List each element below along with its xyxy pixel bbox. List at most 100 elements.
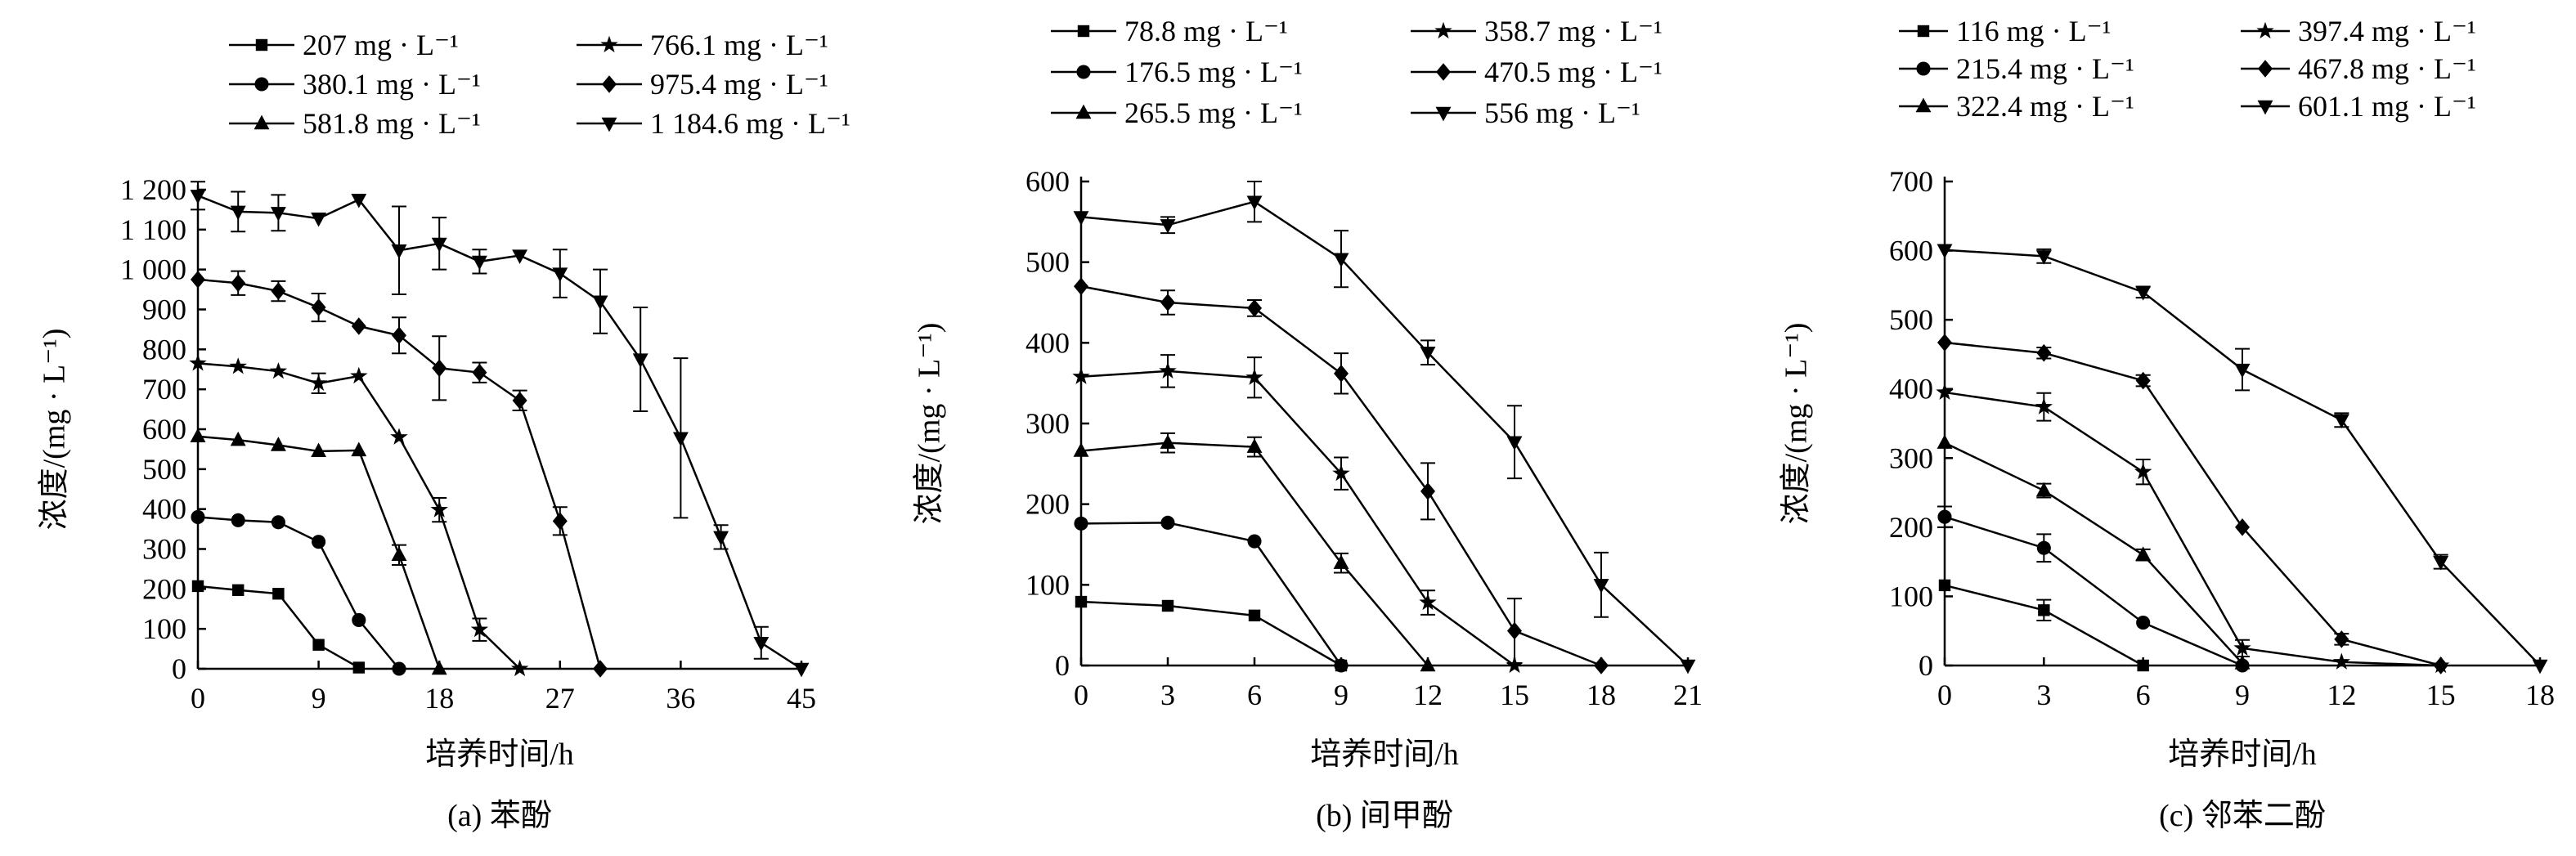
x-tick-label: 45 — [787, 682, 816, 715]
data-point — [510, 659, 529, 677]
legend-entry-2: 322.4 mg · L⁻¹ — [1899, 90, 2134, 123]
legend-marker — [601, 117, 617, 132]
data-point — [1246, 195, 1263, 211]
legend-label: 397.4 mg · L⁻¹ — [2298, 15, 2476, 47]
y-tick-label: 100 — [142, 612, 186, 645]
data-point — [1072, 367, 1090, 384]
x-tick-label: 6 — [1247, 679, 1262, 711]
legend-label: 581.8 mg · L⁻¹ — [303, 107, 481, 140]
data-point — [1419, 593, 1437, 611]
data-point — [2036, 343, 2052, 362]
y-tick-label: 1 000 — [120, 253, 186, 286]
data-point — [2333, 414, 2349, 429]
legend-label: 467.8 mg · L⁻¹ — [2298, 52, 2476, 85]
data-point — [552, 267, 568, 282]
x-tick-label: 9 — [1334, 679, 1349, 711]
data-point — [1160, 515, 1175, 530]
legend-label: 215.4 mg · L⁻¹ — [1956, 52, 2134, 85]
legend-marker — [1917, 25, 1930, 38]
legend-label: 207 mg · L⁻¹ — [303, 29, 459, 61]
x-tick-label: 27 — [545, 682, 575, 715]
data-point — [1506, 656, 1524, 674]
data-point — [1160, 434, 1176, 449]
y-tick-label: 600 — [142, 413, 186, 446]
x-tick-label: 12 — [2327, 679, 2356, 711]
data-point — [1334, 658, 1349, 673]
y-tick-label: 0 — [1919, 649, 1933, 682]
data-point — [512, 392, 527, 410]
y-tick-label: 500 — [142, 453, 186, 486]
y-tick-label: 700 — [142, 373, 186, 406]
data-point — [2433, 555, 2449, 571]
y-tick-label: 500 — [1025, 246, 1070, 279]
legend-entry-2: 581.8 mg · L⁻¹ — [229, 107, 481, 140]
data-point — [311, 212, 327, 227]
data-point — [1420, 657, 1436, 672]
y-tick-label: 200 — [142, 572, 186, 605]
legend-label: 358.7 mg · L⁻¹ — [1484, 15, 1663, 47]
data-point — [1506, 436, 1523, 451]
y-tick-label: 200 — [1889, 511, 1933, 544]
y-axis-label: 浓度/(mg · L⁻¹) — [913, 323, 947, 525]
y-axis-label: 浓度/(mg · L⁻¹) — [38, 329, 72, 531]
legend-label: 556 mg · L⁻¹ — [1484, 96, 1640, 129]
data-point — [1937, 334, 1952, 352]
data-point — [271, 515, 285, 530]
data-point — [512, 249, 528, 264]
series-line — [1944, 391, 2441, 667]
x-tick-label: 0 — [191, 682, 205, 715]
legend-label: 1 184.6 mg · L⁻¹ — [650, 107, 850, 140]
series-0 — [1938, 579, 2149, 672]
data-point — [552, 512, 568, 531]
legend-marker — [1076, 65, 1091, 79]
x-tick-label: 18 — [424, 682, 454, 715]
data-point — [230, 431, 246, 446]
series-0 — [191, 580, 365, 674]
data-point — [2035, 397, 2053, 415]
legend-label: 975.4 mg · L⁻¹ — [650, 68, 828, 101]
x-tick-label: 0 — [1074, 679, 1088, 711]
series-1 — [1074, 515, 1349, 673]
series-5 — [190, 181, 810, 678]
series-4 — [191, 270, 608, 678]
data-point — [1938, 579, 1951, 592]
data-point — [391, 244, 407, 259]
series-line — [1080, 370, 1515, 667]
data-point — [2135, 546, 2152, 561]
data-point — [2038, 604, 2050, 616]
data-point — [471, 255, 487, 271]
legend-entry-4: 467.8 mg · L⁻¹ — [2241, 52, 2476, 85]
x-tick-label: 21 — [1673, 679, 1703, 711]
legend-label: 78.8 mg · L⁻¹ — [1124, 15, 1288, 47]
x-tick-label: 0 — [1937, 679, 1952, 711]
data-point — [1074, 277, 1088, 296]
legend-label: 265.5 mg · L⁻¹ — [1124, 96, 1303, 129]
legend-entry-5: 1 184.6 mg · L⁻¹ — [577, 107, 850, 140]
legend-marker — [2257, 100, 2273, 115]
legend-entry-3: 397.4 mg · L⁻¹ — [2241, 15, 2476, 47]
data-point — [2136, 616, 2151, 630]
legend-entry-2: 265.5 mg · L⁻¹ — [1051, 96, 1303, 129]
x-tick-label: 15 — [2426, 679, 2456, 711]
data-point — [1593, 579, 1609, 594]
data-point — [309, 374, 328, 391]
x-tick-label: 3 — [1160, 679, 1175, 711]
data-point — [2035, 250, 2052, 265]
y-tick-label: 0 — [172, 652, 186, 685]
data-point — [1160, 294, 1175, 311]
series-5 — [1936, 244, 2548, 674]
series-line — [1944, 584, 2144, 667]
chart-panel-0: 0 100 200 300 400 500 600 700 800 900 1 000 1 100 1 … — [38, 29, 850, 833]
legend-marker — [1434, 21, 1452, 39]
series-2 — [1073, 432, 1436, 672]
data-point — [1161, 599, 1174, 612]
legend-entry-0: 116 mg · L⁻¹ — [1899, 15, 2111, 47]
legend-marker — [254, 114, 270, 130]
series-line — [197, 195, 802, 670]
data-point — [392, 326, 406, 345]
legend-marker — [255, 38, 268, 52]
data-point — [351, 441, 367, 457]
data-point — [1420, 482, 1435, 500]
y-tick-label: 400 — [1025, 326, 1070, 359]
data-point — [1075, 595, 1088, 608]
